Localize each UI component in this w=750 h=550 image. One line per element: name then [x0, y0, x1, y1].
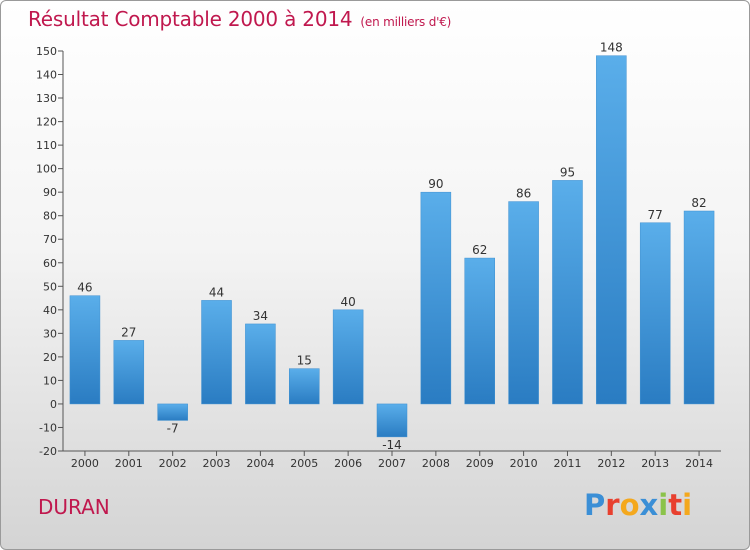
brand-logo: Proxiti [584, 488, 692, 522]
x-tick-label: 2008 [422, 457, 450, 470]
data-label: 90 [428, 177, 443, 191]
y-tick-label: 130 [36, 92, 57, 105]
data-label: 82 [691, 196, 706, 210]
bar-2000 [69, 295, 101, 405]
y-tick-label: 90 [43, 186, 57, 199]
y-tick-label: 80 [43, 210, 57, 223]
bar-2010 [508, 201, 539, 405]
title-text: Résultat Comptable 2000 à 2014 [28, 7, 353, 31]
data-label: 95 [560, 165, 575, 179]
y-tick-label: 40 [43, 304, 57, 317]
brand-letter: r [605, 488, 620, 522]
bar-2002 [157, 403, 188, 421]
y-axis: -20 -10 0 10 20 30 40 50 60 70 80 90 100 110 120 130 140… [36, 45, 64, 458]
data-label: 40 [340, 295, 355, 309]
x-tick-label: 2010 [510, 457, 538, 470]
data-label: 27 [121, 325, 136, 339]
x-tick-label: 2002 [159, 457, 187, 470]
data-label: -7 [167, 421, 179, 435]
y-tick-label: 60 [43, 257, 57, 270]
y-tick-label: 120 [36, 116, 57, 129]
y-tick-label: 70 [43, 233, 57, 246]
x-tick-label: 2006 [334, 457, 362, 470]
data-label: 77 [648, 208, 663, 222]
y-tick-label: 100 [36, 163, 57, 176]
bar-2005 [289, 368, 320, 405]
bar-2011 [552, 180, 583, 405]
bar-2001 [113, 340, 145, 405]
chart-title: Résultat Comptable 2000 à 2014 (en millie… [28, 7, 451, 31]
brand-letter: P [584, 488, 606, 522]
x-axis: 2000 2001 2002 2003 2004 2005 2006 2007 2008 2009… [63, 450, 721, 470]
x-tick-label: 2009 [466, 457, 494, 470]
y-tick-label: -10 [39, 421, 57, 434]
data-label: 62 [472, 243, 487, 257]
x-tick-label: 2013 [641, 457, 669, 470]
bar-2006 [332, 309, 364, 405]
bar-2003 [201, 300, 232, 405]
bar-2009 [464, 257, 495, 405]
x-tick-label: 2014 [685, 457, 713, 470]
x-tick-label: 2007 [378, 457, 406, 470]
brand-letter: x [639, 488, 659, 522]
data-label: 34 [253, 309, 268, 323]
data-label: 86 [516, 187, 531, 201]
data-labels: 46 27 -7 44 34 15 40 -14 90 62 86 95 148 77 82 [77, 41, 706, 452]
x-tick-label: 2001 [115, 457, 143, 470]
brand-letter: i [682, 488, 693, 522]
y-tick-label: 10 [43, 374, 57, 387]
x-tick-label: 2012 [597, 457, 625, 470]
y-tick-label: 50 [43, 280, 57, 293]
x-tick-label: 2000 [71, 457, 99, 470]
y-tick-label: -20 [39, 445, 57, 458]
bar-2014 [683, 210, 715, 405]
brand-letter: i [658, 488, 669, 522]
x-tick-label: 2011 [553, 457, 581, 470]
bar-2013 [639, 222, 671, 405]
commune-name: DURAN [38, 495, 110, 519]
data-label: 46 [77, 281, 92, 295]
brand-letter: t [668, 488, 683, 522]
brand-letter: o [619, 488, 640, 522]
x-tick-label: 2003 [203, 457, 231, 470]
x-tick-label: 2004 [246, 457, 274, 470]
chart-subtitle: (en milliers d'€) [360, 15, 452, 29]
bar-2012 [596, 55, 627, 405]
data-label: -14 [382, 438, 402, 452]
data-label: 148 [600, 41, 623, 55]
y-tick-label: 140 [36, 69, 57, 82]
data-label: 44 [209, 285, 224, 299]
y-tick-label: 20 [43, 351, 57, 364]
y-tick-label: 150 [36, 45, 57, 58]
data-label: 15 [297, 354, 312, 368]
bar-2007 [376, 403, 408, 438]
y-tick-label: 110 [36, 139, 57, 152]
y-tick-label: 0 [50, 398, 57, 411]
bar-2008 [420, 191, 452, 405]
x-tick-label: 2005 [290, 457, 318, 470]
y-tick-label: 30 [43, 327, 57, 340]
bar-2004 [245, 323, 276, 405]
bars [69, 55, 715, 438]
